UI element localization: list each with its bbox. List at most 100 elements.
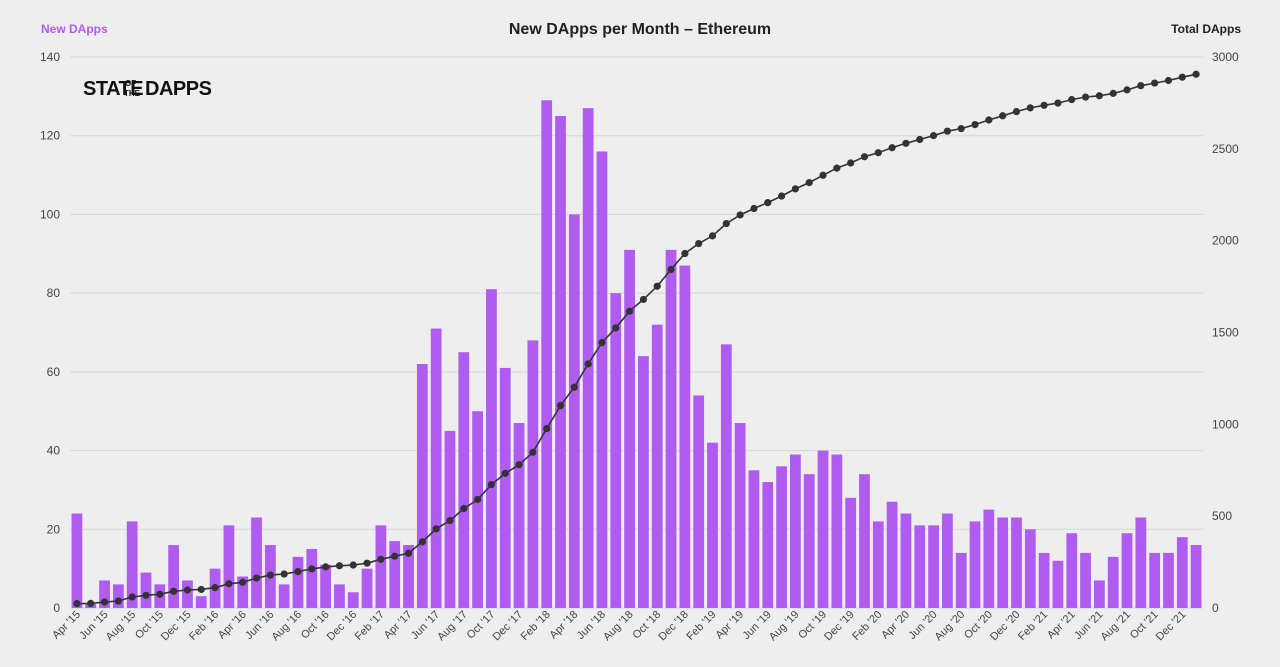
x-tick-label: Aug '18	[601, 609, 636, 644]
line-point	[860, 153, 869, 161]
line-point	[1151, 79, 1159, 87]
bar	[859, 474, 870, 608]
line-point	[391, 552, 399, 560]
logo-word-of: OF	[125, 79, 136, 88]
line-point	[1137, 82, 1145, 90]
line-point	[929, 132, 938, 140]
bar	[223, 525, 235, 608]
x-tick-label: Dec '18	[656, 609, 691, 644]
bar	[651, 324, 663, 608]
line-point	[750, 204, 758, 213]
bar	[278, 584, 290, 608]
bar	[1011, 517, 1022, 608]
x-tick-label: Apr '18	[548, 609, 581, 642]
bar	[1121, 533, 1133, 608]
line-point	[1109, 89, 1117, 97]
line-layer	[73, 70, 1200, 608]
line-point	[501, 469, 509, 477]
x-tick-label: Apr '19	[713, 609, 746, 642]
bar	[1066, 533, 1078, 608]
bar	[568, 214, 580, 608]
bar	[513, 423, 525, 608]
bar	[430, 328, 442, 608]
x-tick-label: Aug '21	[1099, 609, 1134, 644]
bar	[251, 517, 262, 608]
line-point	[1040, 101, 1048, 109]
bar	[1038, 552, 1050, 608]
bar	[237, 576, 249, 608]
bar	[734, 423, 746, 608]
bar	[596, 151, 608, 608]
bar	[334, 584, 345, 608]
bar	[1093, 580, 1105, 608]
x-tick-label: Aug '15	[104, 609, 139, 644]
bar	[748, 470, 760, 608]
bar	[403, 545, 414, 608]
line-point	[874, 149, 882, 157]
line-point	[211, 584, 219, 592]
bar	[140, 572, 152, 608]
x-tick-label: Apr '17	[382, 609, 415, 642]
line-point	[943, 127, 951, 135]
bar	[817, 450, 829, 608]
x-tick-label: Aug '17	[435, 609, 470, 644]
left-tick-label: 140	[40, 50, 60, 64]
bar	[941, 513, 953, 608]
line-point	[1123, 86, 1131, 94]
bar	[679, 265, 691, 608]
line-point	[170, 587, 178, 595]
logo-word-dapps: DAPPS	[145, 78, 212, 100]
bar	[472, 411, 483, 608]
bar	[320, 564, 332, 608]
bar	[347, 592, 359, 608]
bar	[983, 509, 995, 608]
x-tick-label: Feb '18	[519, 609, 553, 643]
logo-word-state: STATE	[83, 78, 143, 100]
line-point	[639, 295, 648, 304]
logo-word-the: THE	[124, 89, 141, 98]
bar	[99, 580, 110, 608]
line-point	[612, 324, 620, 332]
line-point	[819, 171, 827, 179]
line-point	[667, 265, 675, 274]
line-point	[985, 116, 993, 124]
right-tick-label: 2000	[1212, 234, 1239, 248]
bar	[969, 521, 981, 608]
x-tick-label: Feb '17	[353, 609, 387, 643]
bar	[168, 545, 180, 608]
bar	[1107, 556, 1119, 608]
line-point	[625, 307, 634, 315]
bar	[458, 352, 470, 608]
chart-title: New DApps per Month – Ethereum	[509, 21, 771, 38]
x-tick-label: Apr '20	[879, 609, 912, 642]
line-point	[888, 144, 896, 152]
line-point	[695, 240, 703, 248]
left-tick-label: 120	[40, 129, 60, 143]
bar	[914, 525, 926, 608]
line-point	[1026, 104, 1034, 112]
line-point	[446, 516, 454, 525]
right-tick-label: 3000	[1212, 50, 1239, 64]
line-point	[87, 599, 95, 608]
x-tick-label: Apr '21	[1045, 609, 1078, 642]
line-point	[156, 590, 164, 598]
line-point	[529, 448, 537, 456]
line-point	[1192, 70, 1200, 78]
right-tick-label: 1500	[1212, 326, 1239, 340]
bar	[997, 517, 1009, 608]
bar	[872, 521, 884, 608]
bar	[624, 249, 635, 608]
line-point	[971, 120, 979, 129]
x-tick-label: Feb '19	[684, 609, 718, 643]
bars-layer	[71, 100, 1202, 609]
line-point	[322, 563, 330, 571]
x-tick-label: Dec '20	[988, 609, 1023, 644]
x-tick-label: Dec '15	[159, 609, 194, 644]
line-point	[266, 571, 274, 579]
line-point	[1178, 73, 1186, 81]
line-point	[1012, 107, 1021, 116]
bar	[112, 584, 124, 608]
line-point	[404, 549, 413, 557]
line-point	[653, 282, 661, 290]
